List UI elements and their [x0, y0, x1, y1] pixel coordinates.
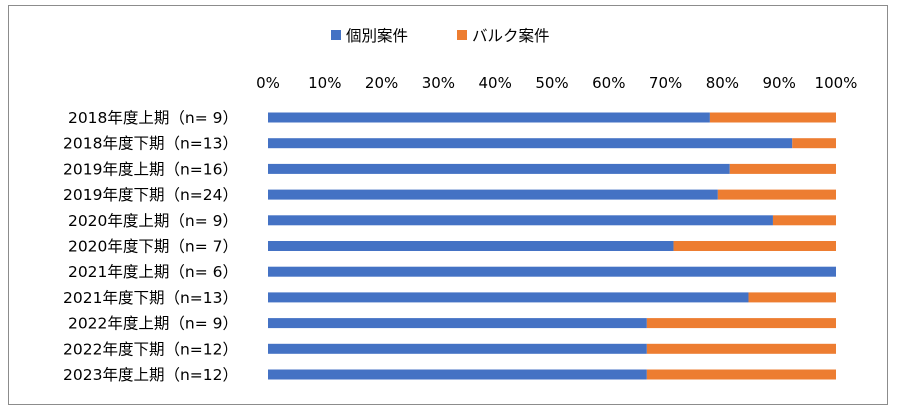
- x-tick-label: 50%: [535, 74, 568, 92]
- bars: [268, 112, 836, 380]
- category-label: 2022年度下期（n=12）: [63, 340, 238, 358]
- x-axis-ticks: 0% 10% 20% 30% 40% 50% 60% 70% 80% 90% 100%: [256, 74, 857, 92]
- bar-segment-bulk: [792, 138, 836, 149]
- bar-segment-individual: [268, 215, 773, 226]
- bar-segment-bulk: [717, 189, 836, 200]
- bar-segment-bulk: [748, 292, 836, 303]
- bar-segment-bulk: [729, 163, 836, 174]
- category-label: 2023年度上期（n=12）: [63, 366, 238, 384]
- bar-segment-individual: [268, 163, 730, 174]
- category-label: 2022年度上期（n= 9）: [68, 315, 238, 333]
- bar-segment-bulk: [772, 215, 836, 226]
- category-label: 2018年度上期（n= 9）: [68, 109, 238, 127]
- bar-segment-individual: [268, 138, 793, 149]
- x-tick-label: 40%: [479, 74, 512, 92]
- category-label: 2018年度下期（n=13）: [63, 135, 238, 153]
- category-label: 2019年度下期（n=24）: [63, 186, 238, 204]
- x-tick-label: 70%: [649, 74, 682, 92]
- x-tick-label: 10%: [308, 74, 341, 92]
- bar-segment-bulk: [646, 343, 836, 354]
- bar-segment-individual: [268, 343, 647, 354]
- x-tick-label: 60%: [592, 74, 625, 92]
- x-tick-label: 90%: [763, 74, 796, 92]
- x-tick-label: 0%: [256, 74, 280, 92]
- x-tick-label: 80%: [706, 74, 739, 92]
- legend: 個別案件 バルク案件: [331, 27, 550, 45]
- bar-segment-individual: [268, 112, 710, 123]
- x-tick-label: 20%: [365, 74, 398, 92]
- bar-segment-individual: [268, 318, 647, 329]
- bar-segment-individual: [268, 369, 647, 380]
- bar-segment-individual: [268, 189, 718, 200]
- legend-label-2: バルク案件: [472, 27, 550, 45]
- category-label: 2021年度下期（n=13）: [63, 289, 238, 307]
- bar-segment-bulk: [673, 241, 836, 251]
- category-label: 2020年度下期（n= 7）: [68, 238, 238, 256]
- category-label: 2019年度上期（n=16）: [63, 160, 238, 178]
- legend-swatch-1: [331, 30, 341, 40]
- chart-frame: [8, 5, 888, 405]
- x-tick-label: 30%: [422, 74, 455, 92]
- category-label: 2021年度上期（n= 6）: [68, 263, 238, 281]
- legend-swatch-2: [457, 30, 467, 40]
- bar-segment-individual: [268, 241, 674, 251]
- category-label: 2020年度上期（n= 9）: [68, 212, 238, 230]
- bar-segment-individual: [268, 292, 749, 303]
- x-tick-label: 100%: [815, 74, 858, 92]
- bar-segment-individual: [268, 266, 836, 277]
- bar-segment-bulk: [709, 112, 836, 123]
- category-labels: 2018年度上期（n= 9） 2018年度下期（n=13） 2019年度上期（n=1…: [63, 109, 238, 384]
- bar-segment-bulk: [646, 369, 836, 380]
- legend-label-1: 個別案件: [346, 27, 408, 45]
- bar-segment-bulk: [646, 318, 836, 329]
